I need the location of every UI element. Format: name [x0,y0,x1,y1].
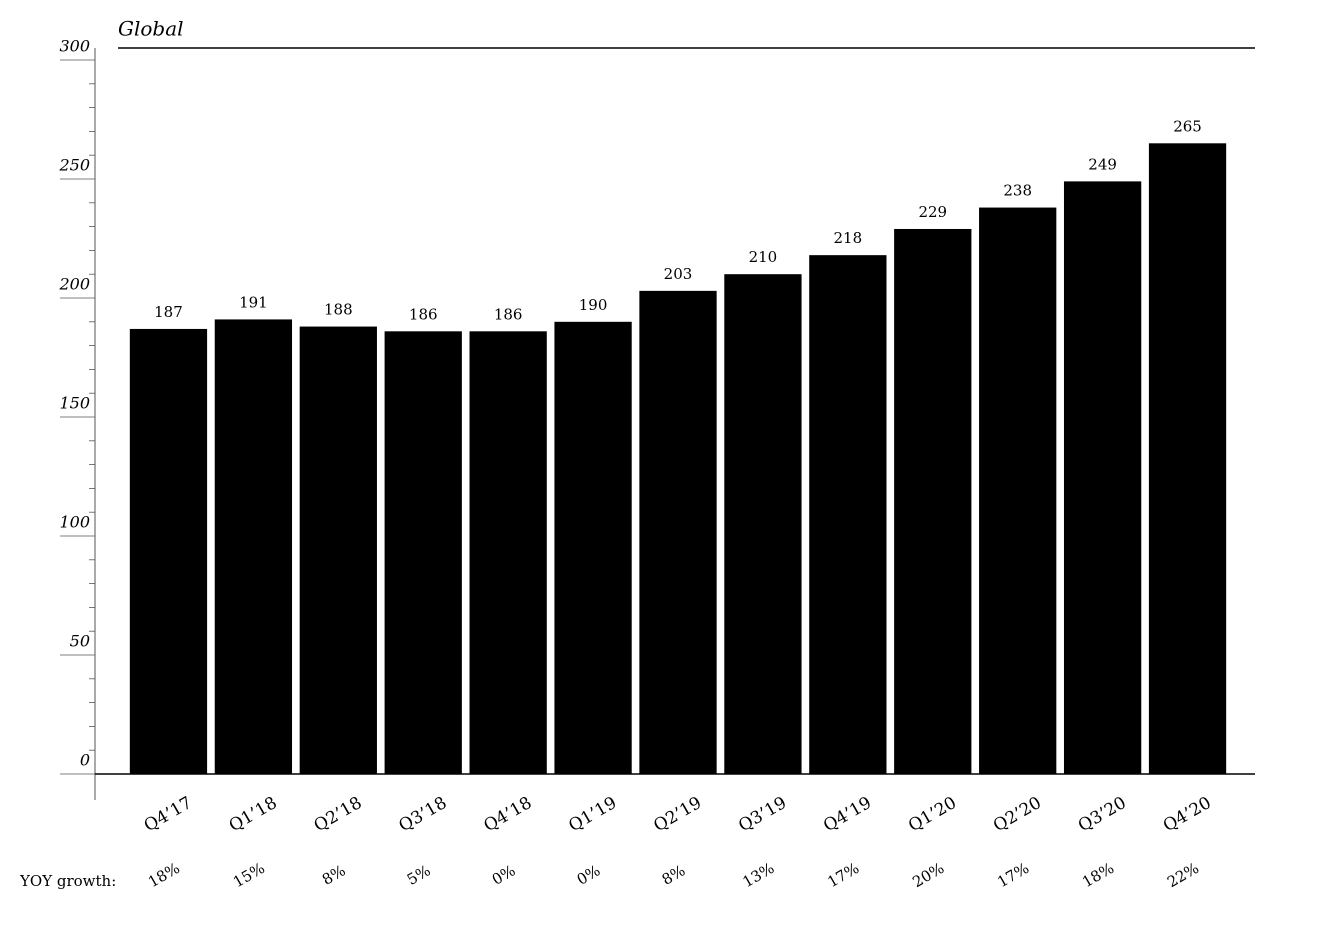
yoy-growth: 0% [489,861,519,888]
value-label: 210 [749,248,778,266]
x-tick-label: Q2’19 [650,793,705,836]
yoy-growth: 17% [994,859,1032,891]
value-label: 229 [918,203,947,221]
bar [1148,143,1227,775]
value-label: 186 [494,305,523,323]
bar [894,228,972,775]
yoy-growth: 17% [824,859,862,891]
y-tick-label: 300 [59,37,90,56]
bar [554,321,632,774]
y-tick-label: 50 [70,632,90,651]
yoy-growth: 20% [909,859,947,891]
yoy-growth: 0% [574,861,604,888]
value-label: 191 [239,293,268,311]
bar [809,255,887,774]
bar [384,331,462,774]
x-tick-label: Q4’20 [1160,793,1215,836]
x-tick-label: Q2’18 [311,793,366,836]
x-tick-label: Q4’19 [820,793,875,836]
bar [1063,181,1142,774]
value-label: 218 [834,229,863,247]
x-tick-label: Q1’19 [565,793,620,836]
x-tick-label: Q3’19 [735,793,790,836]
bar [979,207,1057,774]
yoy-growth: 22% [1164,859,1202,891]
bar [129,328,208,774]
x-tick-label: Q3’18 [396,793,451,836]
y-tick-label: 100 [59,513,90,532]
y-tick-label: 250 [58,156,90,175]
bar [299,326,377,774]
bar [724,274,802,774]
yoy-growth: 8% [659,861,689,888]
x-tick-label: Q3’20 [1075,793,1130,836]
bar [639,290,717,774]
yoy-growth: 5% [404,861,434,888]
value-label: 265 [1173,117,1202,135]
yoy-growth: 18% [1079,859,1117,891]
value-label: 190 [579,296,608,314]
value-label: 203 [664,265,693,283]
yoy-growth: 15% [230,859,268,891]
yoy-growth: 8% [319,861,349,888]
yoy-label: YOY growth: [19,872,116,890]
y-tick-label: 150 [59,394,90,413]
yoy-growth: 18% [145,859,183,891]
x-tick-label: Q4’18 [480,793,535,836]
y-tick-label: 0 [80,751,90,770]
x-tick-label: Q1’18 [226,793,281,836]
value-label: 249 [1088,155,1117,173]
bar [469,331,547,774]
x-tick-label: Q2’20 [990,793,1045,836]
y-tick-label: 200 [58,275,90,294]
value-label: 238 [1003,182,1032,200]
x-tick-label: Q4’17 [141,793,196,836]
yoy-growth: 13% [739,859,777,891]
value-label: 187 [154,303,183,321]
value-label: 188 [324,301,353,319]
chart-title: Global [118,17,184,41]
bar [214,319,293,774]
value-label: 186 [409,305,438,323]
x-tick-label: Q1’20 [905,793,960,836]
